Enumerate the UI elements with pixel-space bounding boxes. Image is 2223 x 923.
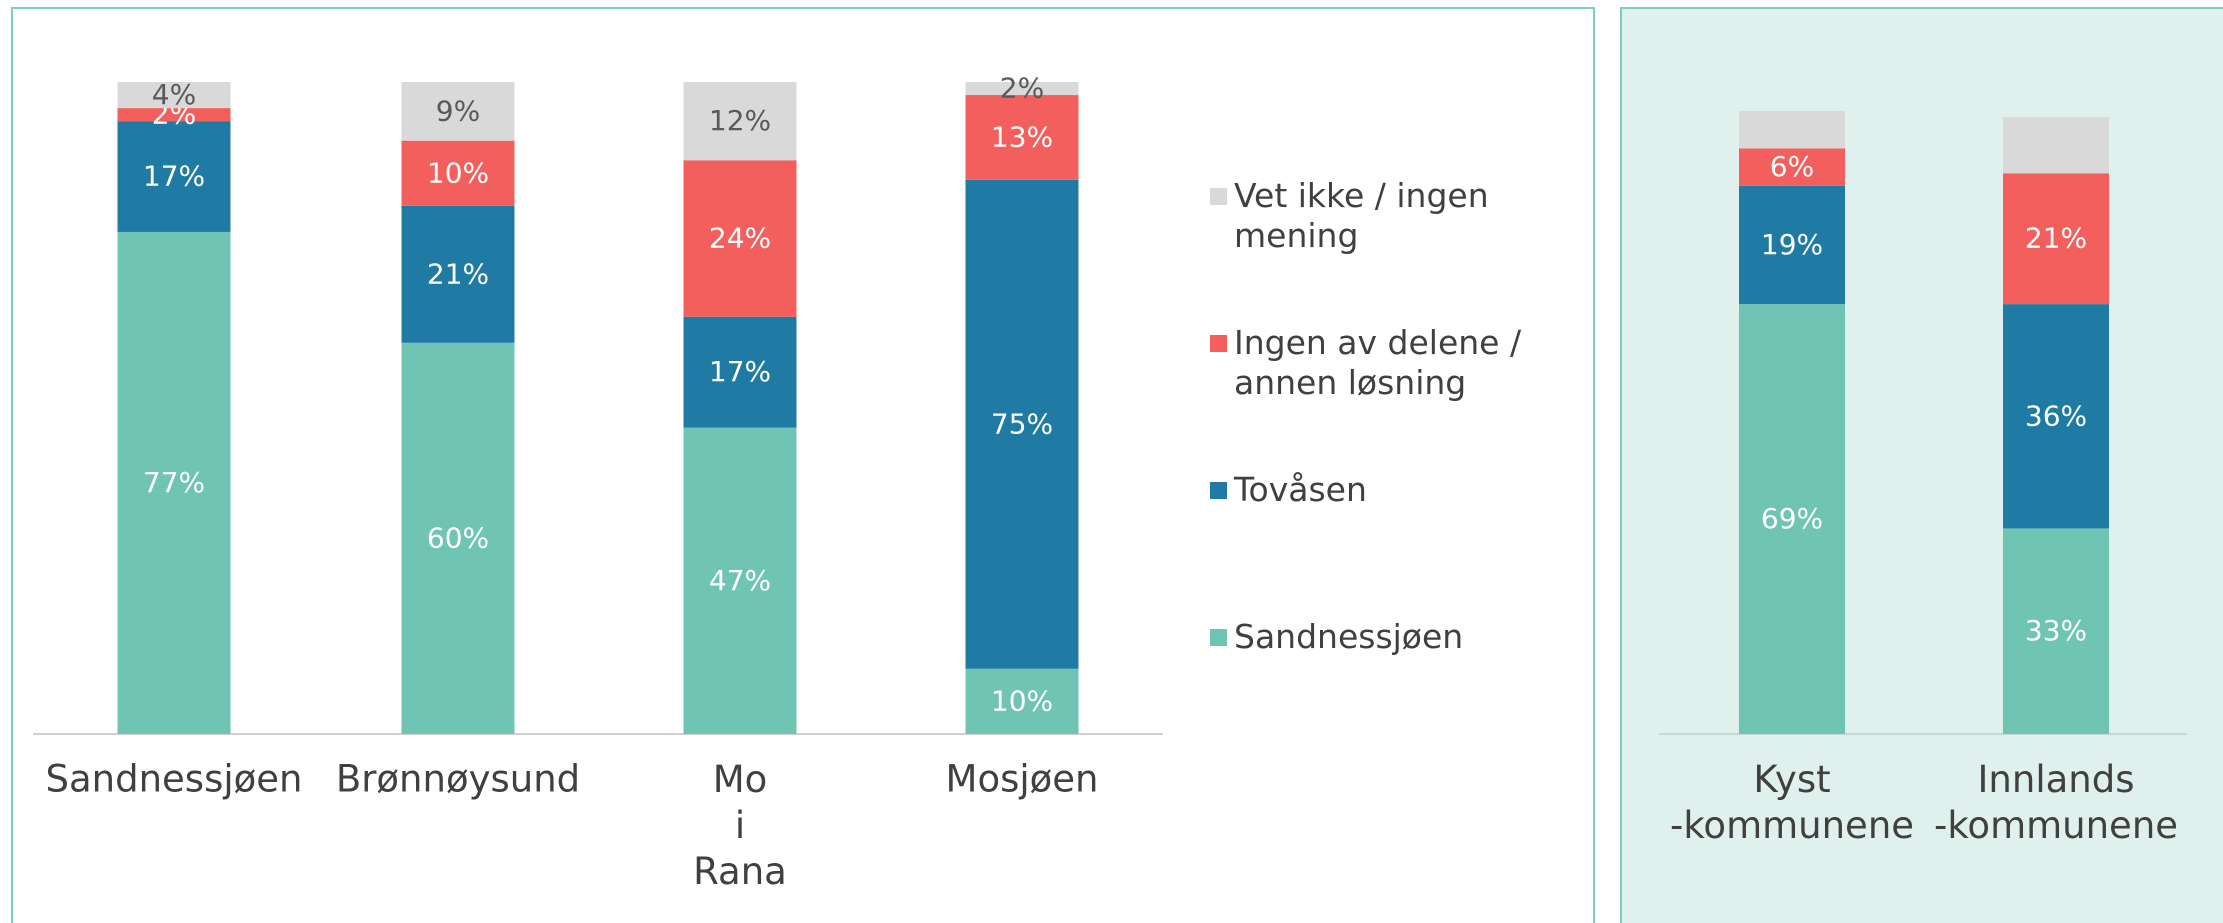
x-tick-label: Brønnøysund <box>336 758 580 801</box>
bar-segment <box>683 82 797 161</box>
value-label: 4% <box>152 78 196 111</box>
bar-segment <box>965 668 1079 734</box>
value-label: 36% <box>2025 399 2087 432</box>
legend: Vet ikke / ingen mening Ingen av delene /… <box>1210 176 1570 764</box>
legend-swatch <box>1210 482 1227 499</box>
bar-segment <box>965 82 1079 96</box>
bar-segment <box>683 160 797 317</box>
value-label: 10% <box>991 684 1053 717</box>
value-label: 13% <box>991 120 1053 153</box>
bar-segment <box>683 427 797 734</box>
value-label: 19% <box>1761 228 1823 261</box>
bar-segment <box>117 108 231 122</box>
legend-swatch <box>1210 629 1227 646</box>
bar-segment <box>965 179 1079 669</box>
x-tick-label: Kyst -kommunene <box>1670 758 1914 847</box>
panel-right <box>1620 7 2223 923</box>
value-label: 21% <box>2025 222 2087 255</box>
bar-segment <box>401 82 515 141</box>
value-label: 17% <box>709 355 771 388</box>
value-label: 21% <box>427 257 489 290</box>
x-tick-label: Mo i Rana <box>693 758 787 893</box>
legend-item: Ingen av delene / annen løsning <box>1210 323 1570 470</box>
bar-segment <box>401 342 515 734</box>
value-label: 12% <box>709 104 771 137</box>
bar-segment <box>2003 528 2109 734</box>
value-label: 60% <box>427 521 489 554</box>
legend-swatch <box>1210 335 1227 352</box>
bar-segment <box>2003 117 2109 174</box>
bar-segment <box>1739 111 1845 149</box>
value-label: 75% <box>991 407 1053 440</box>
legend-swatch <box>1210 188 1227 205</box>
bar-segment <box>965 95 1079 180</box>
bar-segment <box>401 205 515 343</box>
legend-label: Sandnessjøen <box>1234 617 1464 656</box>
panel-left <box>11 7 1595 923</box>
value-label: 10% <box>427 156 489 189</box>
value-label: 9% <box>436 94 480 127</box>
value-label: 24% <box>709 221 771 254</box>
bar-segment <box>1739 148 1845 186</box>
legend-label: Vet ikke / ingen mening <box>1234 176 1489 255</box>
value-label: 6% <box>1770 150 1814 183</box>
bar-segment <box>117 82 231 109</box>
bar-segment <box>401 140 515 206</box>
legend-item: Vet ikke / ingen mening <box>1210 176 1570 323</box>
value-label: 77% <box>143 466 205 499</box>
legend-item: Sandnessjøen <box>1210 617 1570 764</box>
legend-label: Ingen av delene / annen løsning <box>1234 323 1522 402</box>
legend-label: Tovåsen <box>1234 470 1367 509</box>
x-tick-label: Mosjøen <box>946 758 1099 801</box>
value-label: 17% <box>143 160 205 193</box>
bar-segment <box>1739 185 1845 305</box>
value-label: 69% <box>1761 502 1823 535</box>
value-label: 2% <box>1000 72 1044 105</box>
x-tick-label: Sandnessjøen <box>46 758 303 801</box>
bar-segment <box>1739 304 1845 734</box>
x-tick-label: Innlands -kommunene <box>1934 758 2178 847</box>
value-label: 47% <box>709 564 771 597</box>
bar-segment <box>117 231 231 734</box>
bar-segment <box>2003 304 2109 529</box>
bar-segment <box>683 316 797 428</box>
bar-segment <box>2003 173 2109 305</box>
bar-segment <box>117 121 231 232</box>
value-label: 33% <box>2025 614 2087 647</box>
legend-item: Tovåsen <box>1210 470 1570 617</box>
